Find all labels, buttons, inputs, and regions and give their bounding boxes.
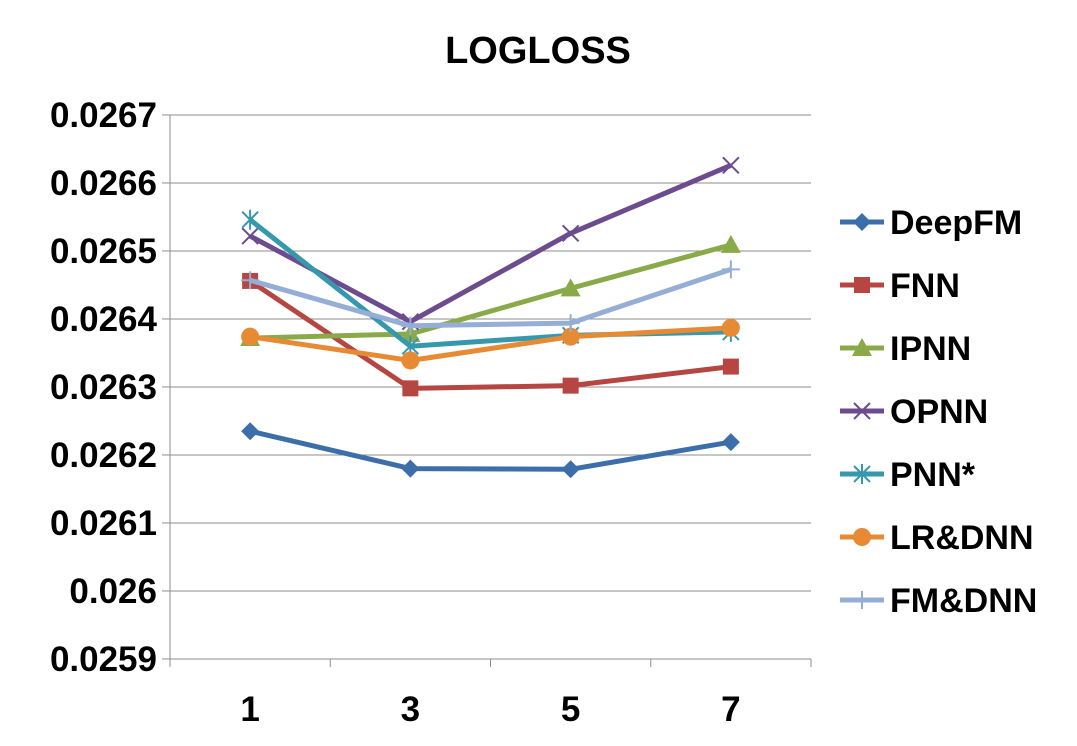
data-point-ipnn (560, 278, 581, 297)
series-fm-dnn (241, 260, 740, 335)
series-lr-dnn (241, 318, 740, 370)
legend-label: PNN* (890, 456, 976, 494)
legend-marker (852, 338, 872, 356)
y-tick-label: 0.0265 (50, 232, 157, 271)
legend-label: DeepFM (890, 204, 1022, 242)
y-tick-label: 0.0259 (50, 640, 157, 679)
legend-item-opnn: OPNN (840, 393, 988, 431)
legend-marker (853, 528, 871, 546)
x-axis-ticks: 1 3 5 7 (169, 659, 812, 729)
legend-item-fnn: FNN (840, 267, 960, 305)
legend-item-ipnn: IPNN (840, 330, 971, 368)
legend-marker (853, 402, 871, 420)
series-line-lr-dnn (249, 325, 732, 363)
data-point-fm-dnn (401, 316, 420, 335)
legend-item-fm-dnn: FM&DNN (840, 582, 1037, 620)
data-point-opnn (722, 156, 740, 175)
data-point-lr-dnn (561, 327, 580, 346)
data-point-fm-dnn (241, 271, 260, 290)
data-point-lr-dnn (721, 318, 740, 337)
x-tick-label: 7 (721, 690, 740, 729)
series-line-fm-dnn (249, 266, 732, 329)
data-point-deepfm (401, 459, 420, 478)
legend-label: LR&DNN (890, 519, 1034, 557)
y-tick-label: 0.0261 (50, 504, 157, 543)
data-point-lr-dnn (241, 327, 260, 346)
legend-label: FM&DNN (890, 582, 1037, 620)
x-tick-label: 1 (240, 690, 259, 729)
series-line-deepfm (249, 428, 732, 472)
y-axis-ticks: 0.0267 0.0266 0.0265 0.0264 0.0263 0.0262 0.02… (50, 96, 170, 679)
data-point-deepfm (241, 422, 260, 441)
legend-item-pnn: PNN* (840, 456, 976, 494)
series-group (240, 156, 741, 479)
data-point-fm-dnn (721, 260, 740, 279)
data-point-ipnn (720, 234, 741, 253)
x-tick-label: 3 (401, 690, 420, 729)
x-tick-label: 5 (561, 690, 580, 729)
legend-item-lr-dnn: LR&DNN (840, 519, 1034, 557)
data-point-fnn (562, 377, 579, 394)
data-point-fnn (722, 358, 739, 375)
series-line-opnn (248, 163, 732, 325)
y-tick-label: 0.0264 (50, 300, 158, 339)
legend-label: FNN (890, 267, 960, 305)
data-point-fm-dnn (561, 314, 580, 333)
y-tick-label: 0.0263 (50, 368, 157, 407)
legend-item-deepfm: DeepFM (840, 204, 1022, 242)
data-point-deepfm (561, 460, 580, 479)
y-tick-label: 0.0266 (50, 164, 157, 203)
data-point-fnn (402, 380, 419, 397)
legend-label: IPNN (890, 330, 971, 368)
data-point-lr-dnn (401, 351, 420, 370)
gridlines (170, 114, 811, 592)
data-point-opnn (241, 227, 259, 245)
legend-label: OPNN (890, 393, 988, 431)
series-deepfm (241, 422, 740, 479)
legend-marker (853, 591, 871, 609)
y-tick-label: 0.026 (69, 572, 157, 611)
legend-marker (853, 213, 871, 231)
legend-marker (854, 277, 870, 293)
data-point-opnn (561, 224, 580, 243)
data-point-pnn (241, 209, 259, 230)
chart-title: LOGLOSS (445, 30, 631, 72)
data-point-deepfm (721, 433, 740, 452)
y-tick-label: 0.0262 (50, 436, 157, 475)
series-line-ipnn (250, 242, 732, 341)
y-tick-label: 0.0267 (50, 96, 157, 135)
legend: DeepFM FNN IPNN OPNN PNN* LR&DNN FM&DNN (840, 204, 1037, 620)
legend-marker (853, 464, 871, 484)
